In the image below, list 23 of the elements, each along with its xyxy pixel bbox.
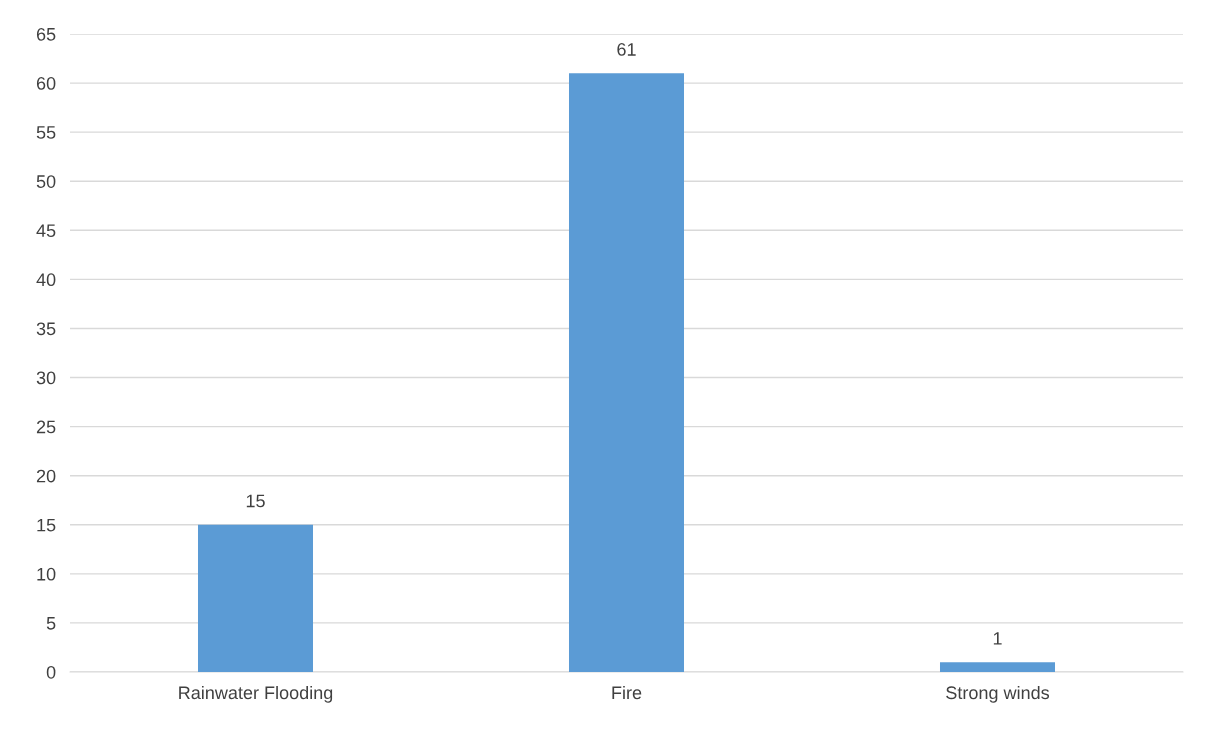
bar — [198, 524, 313, 672]
x-tick-label: Strong winds — [946, 685, 1050, 703]
y-tick-label: 15 — [37, 518, 56, 532]
data-label: 61 — [617, 43, 636, 56]
y-tick-label: 65 — [36, 27, 56, 41]
y-tick-label: 35 — [36, 322, 56, 336]
bar — [568, 73, 684, 672]
y-tick-label: 45 — [36, 224, 56, 238]
x-tick-label: Fire — [612, 685, 642, 700]
x-tick-label: Rainwater Flooding — [179, 685, 333, 703]
y-tick-label: 50 — [36, 175, 56, 188]
y-tick-label: 5 — [46, 617, 56, 630]
y-tick-label: 25 — [36, 420, 56, 434]
bar — [939, 662, 1055, 672]
y-tick-label: 20 — [36, 469, 56, 483]
data-label: 15 — [246, 494, 265, 508]
y-tick-label: 55 — [36, 126, 56, 139]
y-tick-label: 10 — [37, 567, 56, 581]
data-label: 1 — [993, 632, 1002, 645]
y-tick-label: 60 — [36, 77, 56, 90]
y-tick-label: 30 — [36, 371, 56, 385]
y-tick-label: 40 — [36, 273, 56, 287]
y-tick-label: 0 — [46, 665, 56, 679]
